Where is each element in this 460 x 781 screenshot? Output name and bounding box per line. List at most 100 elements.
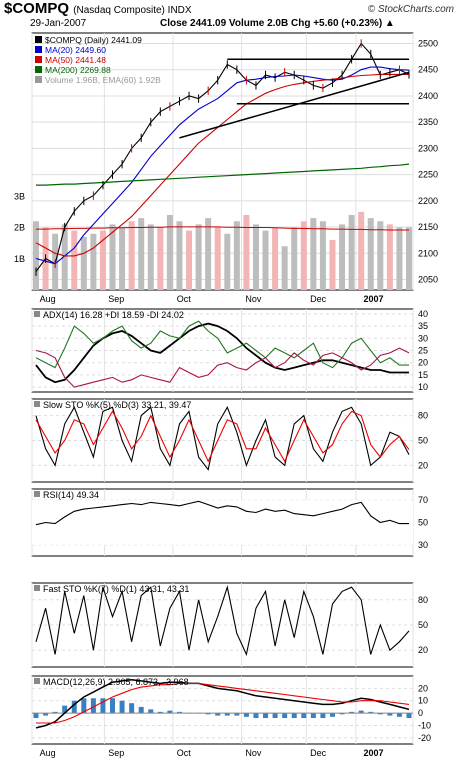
legend-entry: Volume 1.96B, EMA(60) 1.92B bbox=[45, 75, 161, 85]
macd-histogram-bar bbox=[176, 711, 182, 714]
volume-bar bbox=[348, 215, 355, 290]
y-tick-label: 2500 bbox=[418, 38, 438, 48]
volume-bar bbox=[99, 230, 106, 290]
volume-bar bbox=[109, 224, 116, 290]
x-axis-label: 2007 bbox=[363, 294, 383, 304]
macd-histogram-bar bbox=[119, 700, 125, 714]
macd-histogram-bar bbox=[62, 705, 68, 714]
y-tick-label: 20 bbox=[418, 460, 428, 470]
macd-histogram-bar bbox=[167, 710, 173, 714]
y-tick-label: 2250 bbox=[418, 170, 438, 180]
series-line bbox=[35, 347, 410, 388]
legend-entry: $COMPQ (Daily) 2441.09 bbox=[45, 35, 142, 45]
series-line bbox=[35, 322, 409, 384]
y-tick-label: 2150 bbox=[418, 222, 438, 232]
volume-bar bbox=[195, 224, 202, 290]
macd-histogram-bar bbox=[263, 713, 269, 719]
volume-tick-label: 2B bbox=[14, 223, 25, 233]
y-tick-label: -10 bbox=[418, 720, 431, 730]
volume-bar bbox=[319, 221, 326, 290]
volume-bar bbox=[128, 221, 135, 290]
x-axis-label: Oct bbox=[177, 748, 192, 758]
volume-bar bbox=[61, 224, 68, 290]
macd-histogram-bar bbox=[33, 713, 39, 719]
y-tick-label: 35 bbox=[418, 321, 428, 331]
y-tick-label: 20 bbox=[418, 358, 428, 368]
macd-histogram-bar bbox=[396, 713, 402, 717]
legend-entry: MA(200) 2269.88 bbox=[45, 65, 111, 75]
index-name: (Nasdaq Composite) INDX bbox=[73, 5, 192, 16]
macd-histogram-bar bbox=[291, 713, 297, 719]
x-axis-label: Oct bbox=[177, 294, 192, 304]
volume-bar bbox=[224, 233, 231, 290]
macd-histogram-bar bbox=[81, 698, 87, 714]
y-tick-label: 30 bbox=[418, 333, 428, 343]
volume-bar bbox=[80, 236, 87, 290]
volume-bar bbox=[386, 224, 393, 290]
y-tick-label: -20 bbox=[418, 733, 431, 743]
y-tick-label: 30 bbox=[418, 540, 428, 550]
y-tick-label: 15 bbox=[418, 370, 428, 380]
macd-histogram-bar bbox=[349, 711, 355, 714]
y-tick-label: 80 bbox=[418, 595, 428, 605]
volume-bar bbox=[119, 227, 126, 290]
y-tick-label: 2400 bbox=[418, 91, 438, 101]
y-tick-label: 2450 bbox=[418, 65, 438, 75]
macd-histogram-bar bbox=[90, 698, 96, 714]
macd-histogram-bar bbox=[282, 713, 288, 719]
macd-histogram-bar bbox=[377, 713, 383, 715]
macd-histogram-bar bbox=[129, 703, 135, 714]
legend-entry: MA(50) 2441.48 bbox=[45, 55, 106, 65]
legend-swatch bbox=[35, 76, 42, 83]
volume-tick-label: 1B bbox=[14, 254, 25, 264]
panel-label: MACD(12,26,9) 2.905, 6.873, -3.968 bbox=[43, 677, 189, 687]
y-tick-label: 2050 bbox=[418, 275, 438, 285]
y-tick-label: 20 bbox=[418, 645, 428, 655]
panel-label-swatch bbox=[34, 311, 40, 317]
volume-bar bbox=[252, 224, 259, 290]
legend-swatch bbox=[35, 36, 42, 43]
macd-histogram-bar bbox=[406, 713, 412, 719]
volume-bar bbox=[272, 227, 279, 290]
macd-histogram-bar bbox=[138, 706, 144, 714]
macd-histogram-bar bbox=[43, 713, 49, 716]
legend-swatch bbox=[35, 46, 42, 53]
macd-histogram-bar bbox=[272, 713, 278, 719]
volume-bar bbox=[291, 227, 298, 290]
panel-label-swatch bbox=[34, 585, 40, 591]
macd-histogram-bar bbox=[52, 711, 58, 714]
volume-bar bbox=[377, 221, 384, 290]
macd-histogram-bar bbox=[205, 713, 211, 715]
macd-histogram-bar bbox=[387, 713, 393, 716]
series-line bbox=[35, 42, 410, 272]
quote-summary: Close 2441.09 Volume 2.0B Chg +5.60 (+0.… bbox=[160, 18, 395, 29]
series-line bbox=[36, 682, 410, 724]
y-tick-label: 10 bbox=[418, 696, 428, 706]
legend-swatch bbox=[35, 56, 42, 63]
volume-bar bbox=[157, 227, 164, 290]
x-axis-label: Sep bbox=[108, 294, 124, 304]
x-axis-label: Nov bbox=[245, 294, 262, 304]
stockcharts-logo: © StockCharts.com bbox=[367, 4, 454, 15]
macd-histogram-bar bbox=[157, 711, 163, 714]
y-tick-label: 70 bbox=[418, 495, 428, 505]
macd-histogram-bar bbox=[253, 713, 259, 719]
y-tick-label: 2100 bbox=[418, 248, 438, 258]
x-axis-label: Nov bbox=[245, 748, 262, 758]
volume-bar bbox=[339, 224, 346, 290]
y-tick-label: 2300 bbox=[418, 143, 438, 153]
volume-bar bbox=[358, 211, 365, 290]
volume-bar bbox=[186, 230, 193, 290]
panel-label: RSI(14) 49.34 bbox=[43, 490, 99, 500]
y-tick-label: 2200 bbox=[418, 196, 438, 206]
panel-label: ADX(14) 16.28 +DI 18.59 -DI 24.02 bbox=[43, 310, 184, 320]
volume-bar bbox=[281, 246, 288, 290]
legend-swatch bbox=[35, 66, 42, 73]
panel-label: Slow STO %K(5) %D(3) 33.21, 39.47 bbox=[43, 400, 191, 410]
y-tick-label: 10 bbox=[418, 382, 428, 392]
x-axis-label: 2007 bbox=[363, 748, 383, 758]
macd-histogram-bar bbox=[368, 711, 374, 714]
macd-histogram-bar bbox=[358, 710, 364, 714]
